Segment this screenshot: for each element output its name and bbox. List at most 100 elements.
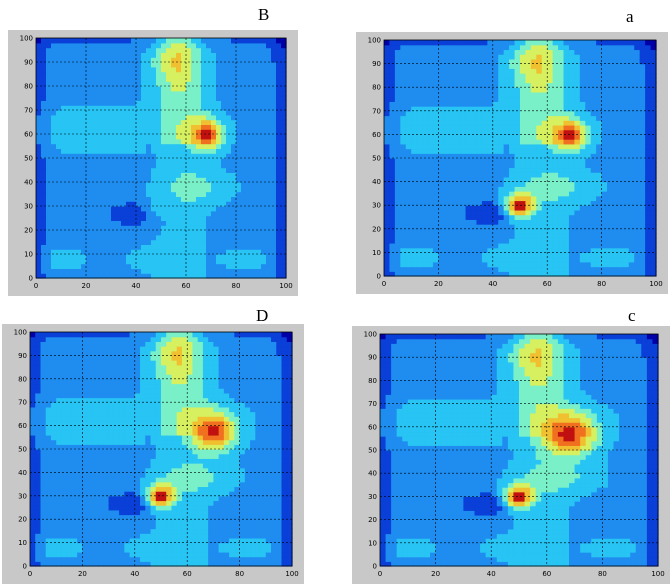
heatmap-cell <box>151 220 157 226</box>
heatmap-cell <box>191 268 197 274</box>
heatmap-cell <box>281 110 287 116</box>
heatmap-cell <box>181 196 187 202</box>
heatmap-cell <box>276 153 282 159</box>
heatmap-cell <box>547 228 554 235</box>
heatmap-cell <box>106 273 112 279</box>
heatmap-cell <box>271 254 277 260</box>
heatmap-cell <box>36 263 42 269</box>
heatmap-cell <box>281 258 287 265</box>
heatmap-cell <box>487 40 494 46</box>
heatmap-cell <box>146 124 152 130</box>
heatmap-cell <box>36 191 42 197</box>
heatmap-cell <box>650 261 657 268</box>
heatmap-cell <box>116 110 122 116</box>
heatmap-cell <box>389 49 396 55</box>
heatmap-cell <box>476 77 483 84</box>
heatmap-cell <box>46 230 52 236</box>
panel-label-d: D <box>256 306 269 325</box>
heatmap-cell <box>56 38 62 44</box>
heatmap-cell <box>251 71 257 77</box>
heatmap-cell <box>41 215 47 221</box>
heatmap-cell <box>460 219 467 225</box>
heatmap-cell <box>634 139 641 145</box>
heatmap-cell <box>536 63 543 69</box>
heatmap-cell <box>422 247 429 253</box>
heatmap-cell <box>136 191 142 197</box>
heatmap-cell <box>66 172 72 178</box>
heatmap-cell <box>552 238 559 244</box>
heatmap-cell <box>231 244 237 250</box>
heatmap-cell <box>266 162 272 169</box>
heatmap-cell <box>558 186 565 192</box>
heatmap-cell <box>46 148 52 154</box>
heatmap-cell <box>384 266 391 272</box>
heatmap-cell <box>101 191 107 197</box>
heatmap-cell <box>481 176 488 183</box>
heatmap-cell <box>590 91 597 98</box>
heatmap-cell <box>514 106 521 112</box>
heatmap-cell <box>460 209 467 216</box>
heatmap-cell <box>101 76 107 82</box>
heatmap-cell <box>465 186 472 192</box>
heatmap-cell <box>427 148 434 154</box>
heatmap-cell <box>384 63 391 69</box>
heatmap-cell <box>384 91 391 98</box>
heatmap-cell <box>126 162 132 169</box>
heatmap-cell <box>91 172 97 178</box>
heatmap-cell <box>176 100 182 106</box>
heatmap-cell <box>86 124 92 130</box>
heatmap-cell <box>394 73 401 79</box>
heatmap-cell <box>487 44 494 51</box>
heatmap-cell <box>471 167 478 173</box>
heatmap-cell <box>281 215 287 221</box>
heatmap-cell <box>460 242 467 249</box>
heatmap-cell <box>405 91 412 98</box>
heatmap-cell <box>61 153 67 159</box>
heatmap-cell <box>136 182 142 188</box>
heatmap-cell <box>61 191 67 197</box>
heatmap-cell <box>443 247 450 253</box>
heatmap-cell <box>216 239 222 245</box>
heatmap-cell <box>422 224 429 230</box>
heatmap-cell <box>176 129 182 135</box>
heatmap-cell <box>121 57 127 63</box>
heatmap-cell <box>186 124 192 130</box>
heatmap-cell <box>607 115 614 121</box>
heatmap-cell <box>76 220 82 226</box>
heatmap-cell <box>141 76 147 82</box>
heatmap-cell <box>111 76 117 82</box>
x-tick-label: 80 <box>232 282 241 290</box>
heatmap-cell <box>465 162 472 169</box>
heatmap-cell <box>171 81 177 87</box>
heatmap-cell <box>206 206 212 212</box>
heatmap-cell <box>66 244 72 250</box>
heatmap-cell <box>96 225 102 231</box>
heatmap-cell <box>639 266 646 272</box>
heatmap-cell <box>503 40 510 46</box>
heatmap-cell <box>126 249 132 255</box>
heatmap-cell <box>530 143 537 150</box>
heatmap-cell <box>126 254 132 260</box>
heatmap-cell <box>181 52 187 58</box>
heatmap-cell <box>61 66 67 73</box>
heatmap-cell <box>443 238 450 244</box>
heatmap-cell <box>146 201 152 207</box>
heatmap-cell <box>607 257 614 263</box>
heatmap-cell <box>176 76 182 82</box>
heatmap-cell <box>106 167 112 173</box>
heatmap-cell <box>41 273 47 279</box>
heatmap-cell <box>81 177 87 183</box>
heatmap-cell <box>574 214 581 220</box>
heatmap-cell <box>221 191 227 197</box>
heatmap-cell <box>271 52 277 58</box>
heatmap-cell <box>394 153 401 159</box>
heatmap-cell <box>628 44 635 51</box>
heatmap-cell <box>46 215 52 221</box>
heatmap-cell <box>126 105 132 111</box>
heatmap-cell <box>156 215 162 221</box>
heatmap-cell <box>76 263 82 269</box>
heatmap-cell <box>465 158 472 164</box>
heatmap-cell <box>66 273 72 279</box>
heatmap-cell <box>176 162 182 169</box>
heatmap-cell <box>568 257 575 263</box>
